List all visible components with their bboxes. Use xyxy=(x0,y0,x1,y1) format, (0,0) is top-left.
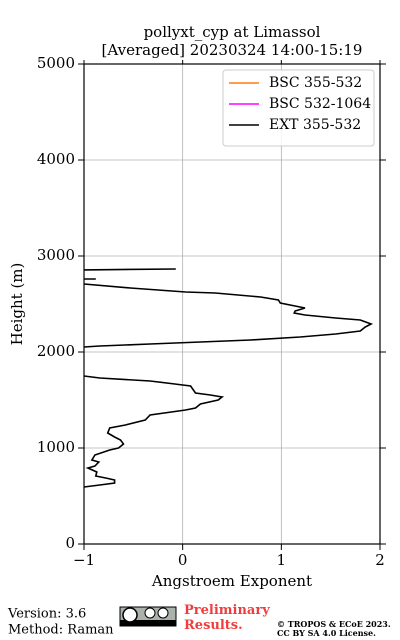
legend-label: BSC 532-1064 xyxy=(269,96,371,112)
y-tick-label: 3000 xyxy=(37,246,75,264)
legend-label: BSC 355-532 xyxy=(269,75,362,91)
chart-title: pollyxt_cyp at Limassol xyxy=(144,23,321,41)
footer-version: Version: 3.6 xyxy=(7,607,86,622)
y-tick-label: 5000 xyxy=(37,54,75,72)
cc-badge xyxy=(119,606,177,627)
legend-label: EXT 355-532 xyxy=(269,117,361,133)
x-tick-label: −1 xyxy=(73,551,95,569)
legend-box xyxy=(222,69,375,147)
footer-copyright: © TROPOS & ECoE 2023. xyxy=(277,619,391,629)
x-tick-label: 2 xyxy=(375,551,385,569)
footer-license: CC BY SA 4.0 License. xyxy=(277,628,376,638)
y-tick-label: 2000 xyxy=(37,342,75,360)
footer-method: Method: Raman xyxy=(8,623,114,638)
footer-preliminary: Preliminary Results. xyxy=(184,603,274,633)
x-axis-label: Angstroem Exponent xyxy=(151,572,312,590)
y-tick-label: 1000 xyxy=(37,438,75,456)
chart-subtitle: [Averaged] 20230324 14:00-15:19 xyxy=(102,41,363,59)
x-tick-label: 1 xyxy=(277,551,287,569)
line xyxy=(83,268,374,488)
y-axis-label: Height (m) xyxy=(8,263,26,346)
y-tick-label: 4000 xyxy=(37,150,75,168)
y-tick-label: 0 xyxy=(65,534,75,552)
x-tick-label: 0 xyxy=(178,551,188,569)
plot-frame xyxy=(83,63,381,545)
